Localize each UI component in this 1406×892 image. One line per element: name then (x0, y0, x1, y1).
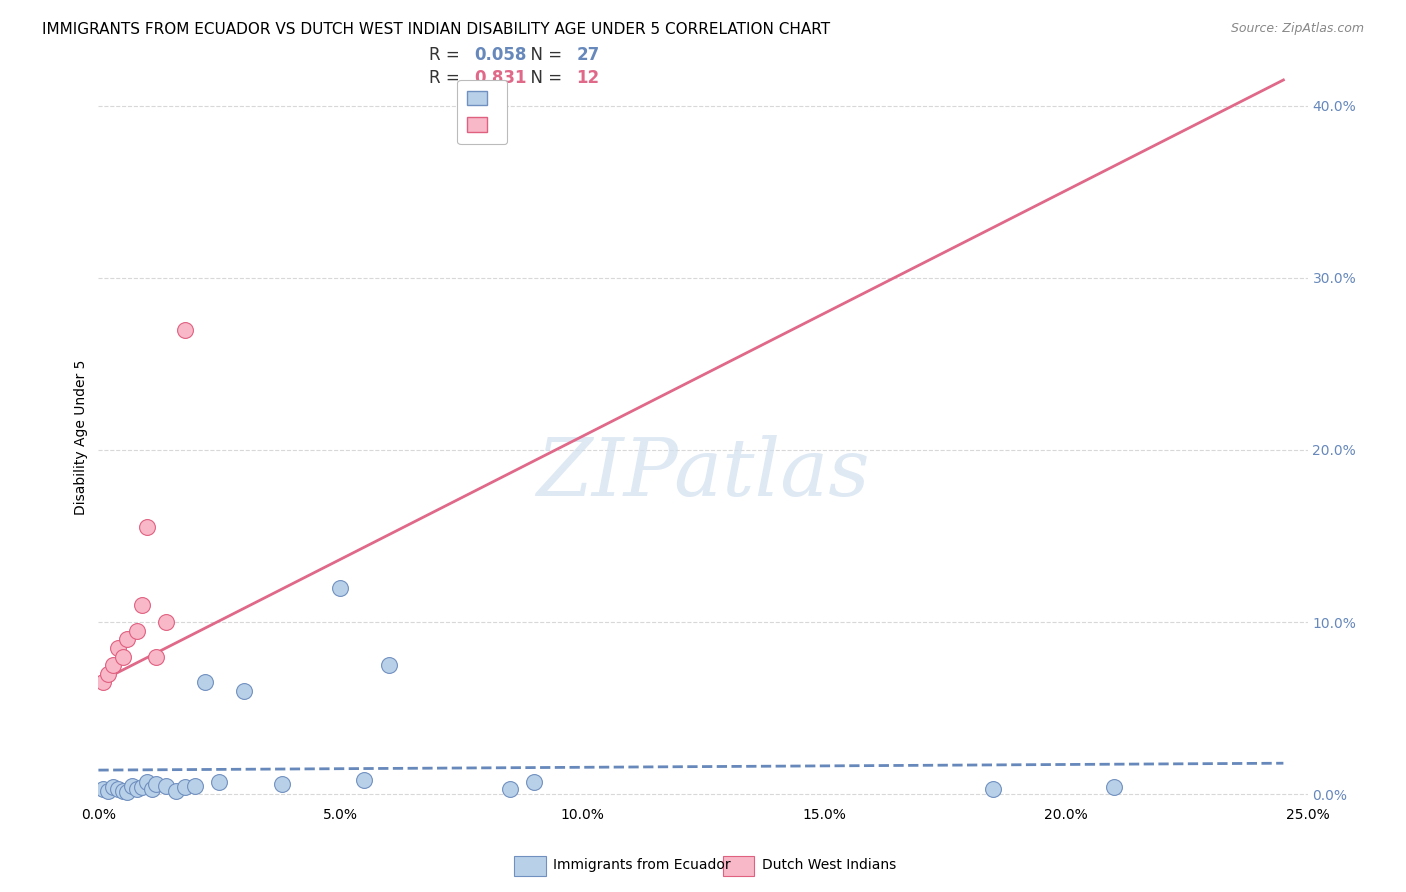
Text: N =: N = (520, 46, 568, 64)
Point (111, 649, 134, 664)
Point (271, 777, 294, 791)
Text: 0.058: 0.058 (474, 46, 526, 64)
Point (127, 782, 149, 797)
Point (155, 615, 177, 629)
FancyBboxPatch shape (515, 856, 546, 876)
Point (155, 779, 177, 793)
Point (141, 782, 163, 797)
Point (145, 649, 167, 664)
Point (1102, 780, 1125, 795)
Point (117, 785, 139, 799)
Point (184, 779, 207, 793)
Point (135, 520, 157, 534)
Point (174, 780, 197, 795)
Point (91, 675, 114, 690)
Point (111, 783, 134, 797)
Text: R =: R = (429, 46, 465, 64)
Point (135, 775, 157, 789)
Point (145, 777, 167, 791)
Point (107, 640, 129, 655)
Y-axis label: Disability Age Under 5: Disability Age Under 5 (75, 359, 89, 515)
Text: R =: R = (429, 70, 470, 87)
Point (101, 780, 124, 795)
Point (101, 658, 124, 673)
Point (165, 783, 187, 797)
Point (97, 783, 120, 797)
Point (329, 581, 352, 595)
Text: 0.831: 0.831 (474, 70, 526, 87)
Point (107, 782, 129, 797)
Point (131, 598, 153, 612)
Text: Immigrants from Ecuador: Immigrants from Ecuador (554, 858, 731, 872)
Point (174, 322, 197, 336)
Point (91, 782, 114, 797)
Point (117, 632, 139, 647)
Point (232, 684, 254, 698)
Text: N =: N = (520, 70, 568, 87)
Point (131, 780, 153, 795)
Text: IMMIGRANTS FROM ECUADOR VS DUTCH WEST INDIAN DISABILITY AGE UNDER 5 CORRELATION : IMMIGRANTS FROM ECUADOR VS DUTCH WEST IN… (42, 22, 831, 37)
Point (498, 782, 520, 797)
Point (523, 775, 546, 789)
Point (353, 773, 375, 788)
Text: ZIPatlas: ZIPatlas (536, 435, 870, 512)
Point (121, 779, 143, 793)
Point (97, 666, 120, 681)
Point (127, 624, 149, 638)
Point (981, 782, 1004, 797)
Text: 27: 27 (576, 46, 600, 64)
FancyBboxPatch shape (723, 856, 754, 876)
Legend: , : , (457, 79, 508, 144)
Point (377, 658, 399, 673)
Text: Dutch West Indians: Dutch West Indians (762, 858, 896, 872)
Point (194, 675, 217, 690)
Point (208, 775, 231, 789)
Text: Source: ZipAtlas.com: Source: ZipAtlas.com (1230, 22, 1364, 36)
Text: 12: 12 (576, 70, 599, 87)
